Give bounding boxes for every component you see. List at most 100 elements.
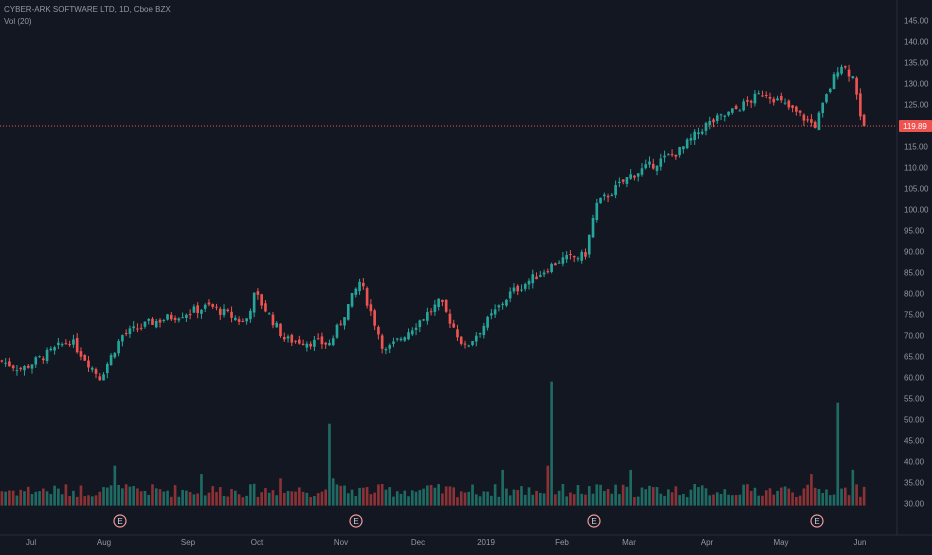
volume-bar — [166, 490, 169, 506]
candle-body — [245, 318, 248, 322]
time-axis[interactable]: Jul Aug Sep Oct Nov Dec 2019 Feb Mar Apr May Jun — [26, 538, 867, 547]
candle-body — [354, 288, 358, 295]
volume-bar — [275, 495, 279, 506]
candle-body — [452, 323, 456, 328]
volume-bar — [761, 495, 764, 506]
candle-body — [486, 316, 489, 328]
volume-bar — [354, 495, 358, 506]
price-axis[interactable]: 145.00140.00135.00130.00125.00120.00115.… — [904, 17, 929, 509]
price-tick-label: 90.00 — [904, 248, 925, 257]
volume-bar — [572, 494, 576, 506]
volume-bar — [731, 495, 734, 506]
volume-bar — [260, 492, 264, 506]
candle-body — [700, 131, 704, 134]
volume-bar — [234, 490, 237, 506]
volume-bar — [26, 486, 30, 506]
candle-body — [655, 165, 659, 171]
volume-bar — [373, 492, 376, 506]
earnings-marker[interactable]: E — [587, 514, 601, 528]
candle-body — [674, 154, 678, 157]
candle-body — [19, 367, 23, 370]
candle-body — [237, 319, 241, 322]
volume-bar — [697, 487, 700, 506]
volume-bar — [832, 494, 836, 506]
price-tick-label: 110.00 — [904, 164, 928, 173]
price-candles — [0, 64, 866, 381]
candle-body — [72, 339, 75, 345]
volume-bar — [520, 486, 523, 506]
volume-bar — [836, 402, 840, 506]
volume-indicator-label[interactable]: Vol (20) — [4, 17, 32, 26]
volume-bar — [708, 495, 712, 506]
time-tick-label: Sep — [181, 538, 196, 547]
volume-bar — [30, 493, 34, 506]
volume-bar — [384, 489, 388, 506]
candle-body — [331, 338, 335, 346]
volume-bar — [682, 493, 685, 506]
candle-body — [572, 255, 576, 258]
candle-body — [147, 318, 151, 321]
volume-bar — [700, 485, 704, 506]
volume-bar — [847, 495, 851, 506]
candle-body — [554, 263, 557, 266]
volume-bar — [147, 494, 151, 506]
volume-bar — [742, 484, 745, 506]
candle-body — [806, 119, 809, 121]
candle-body — [426, 312, 429, 321]
volume-bar — [245, 495, 248, 506]
candle-body — [218, 308, 222, 315]
volume-bar — [859, 496, 862, 506]
volume-bar — [497, 496, 501, 506]
volume-bar — [426, 485, 429, 506]
time-tick-label: 2019 — [477, 538, 495, 547]
volume-bar — [252, 483, 256, 506]
candle-body — [531, 274, 535, 284]
candle-body — [535, 276, 538, 280]
candle-body — [463, 343, 467, 345]
price-tick-label: 100.00 — [904, 206, 929, 215]
volume-bar — [105, 487, 109, 506]
candle-body — [689, 138, 693, 141]
volume-bar — [358, 487, 361, 506]
price-tick-label: 30.00 — [904, 500, 925, 509]
candle-body — [380, 335, 384, 349]
earnings-marker[interactable]: E — [349, 514, 363, 528]
candle-body — [742, 101, 745, 111]
candle-body — [316, 338, 320, 340]
candle-body — [429, 311, 433, 313]
symbol-title[interactable]: CYBER-ARK SOFTWARE LTD, 1D, Cboe BZX — [4, 5, 171, 14]
volume-bar — [294, 491, 297, 506]
volume-bar — [437, 484, 440, 506]
volume-bar — [651, 487, 655, 506]
candle-body — [772, 98, 776, 103]
candle-body — [538, 275, 542, 277]
candle-body — [787, 100, 791, 108]
price-tick-label: 65.00 — [904, 353, 925, 362]
candle-body — [128, 328, 132, 335]
candle-body — [467, 345, 471, 347]
candle-body — [256, 291, 260, 295]
last-price-badge-bg — [899, 119, 932, 132]
volume-bar — [369, 494, 373, 506]
earnings-marker-label: E — [353, 517, 358, 526]
earnings-marker[interactable]: E — [810, 514, 824, 528]
volume-bar — [448, 486, 452, 506]
volume-bar — [226, 496, 230, 506]
volume-bar — [162, 491, 166, 506]
candle-body — [79, 351, 83, 357]
candle-body — [685, 139, 689, 149]
volume-bar — [633, 497, 636, 506]
volume-bar — [512, 489, 516, 506]
volume-bar — [407, 496, 410, 506]
volume-bar — [576, 485, 580, 506]
volume-bar — [523, 494, 527, 506]
volume-bar — [768, 488, 772, 506]
earnings-marker[interactable]: E — [113, 514, 127, 528]
candle-body — [723, 115, 727, 117]
candle-body — [362, 282, 365, 287]
volume-bar — [399, 493, 403, 506]
candle-body — [478, 333, 482, 335]
